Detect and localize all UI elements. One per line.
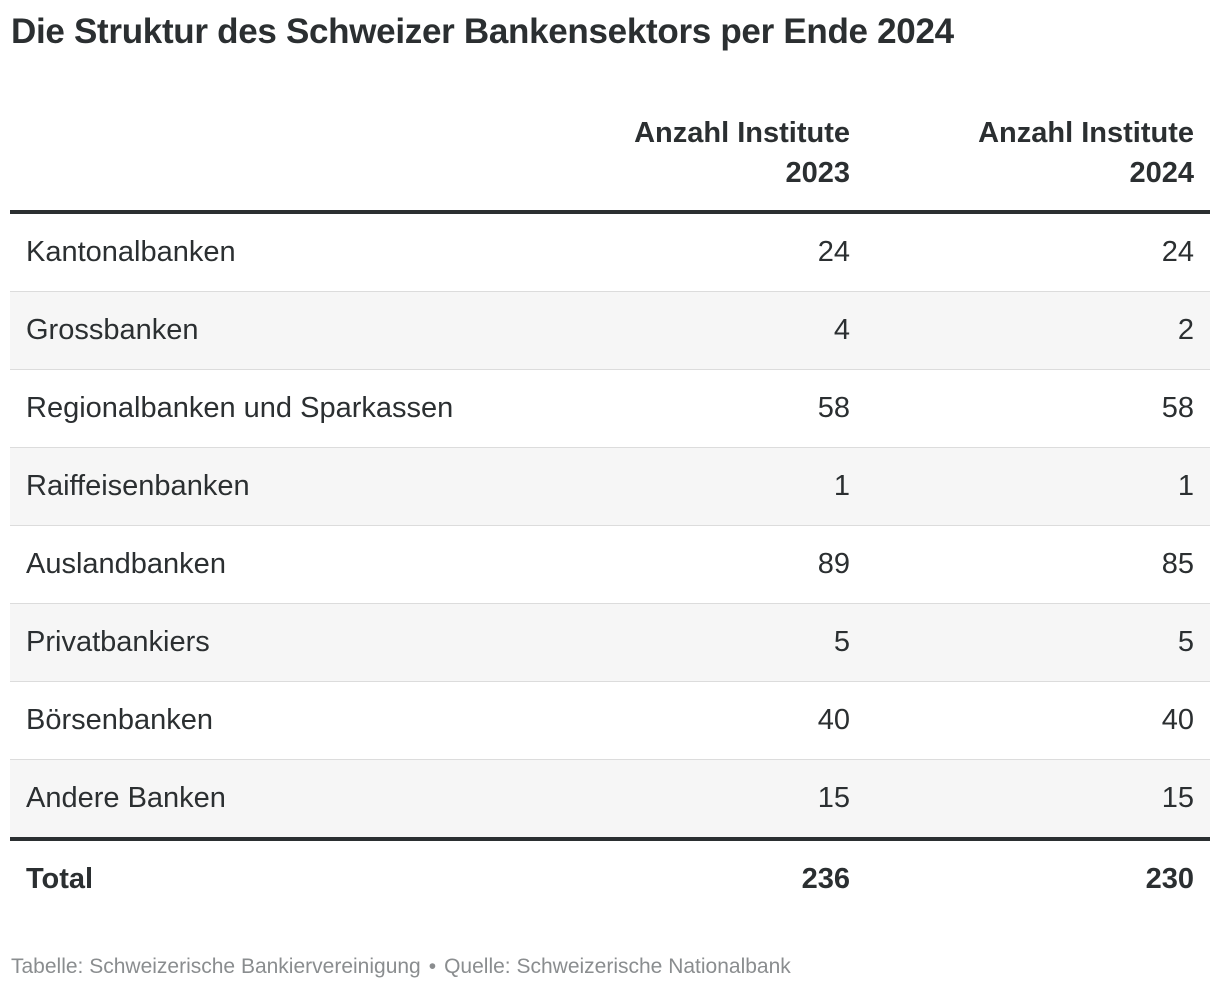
column-header-2024-line2: 2024 bbox=[1129, 157, 1194, 189]
table-title: Die Struktur des Schweizer Bankensektors… bbox=[11, 12, 954, 51]
column-header-2023-line2: 2023 bbox=[785, 157, 850, 189]
table-row: Grossbanken 4 2 bbox=[10, 292, 1210, 370]
separator-dot: • bbox=[428, 955, 437, 978]
row-value-2024: 24 bbox=[1161, 236, 1194, 268]
column-header-2023: Anzahl Institute 2023 bbox=[634, 113, 850, 193]
row-value-2023: 5 bbox=[833, 626, 850, 658]
column-header-2024: Anzahl Institute 2024 bbox=[978, 113, 1194, 193]
row-value-2024: 85 bbox=[1161, 548, 1194, 580]
row-value-2024: 58 bbox=[1161, 392, 1194, 424]
row-label: Börsenbanken bbox=[26, 704, 214, 736]
row-label: Regionalbanken und Sparkassen bbox=[26, 392, 454, 424]
table-header: Anzahl Institute 2023 Anzahl Institute 2… bbox=[10, 110, 1210, 214]
row-value-2023: 1 bbox=[833, 470, 850, 502]
row-value-2024: 1 bbox=[1177, 470, 1194, 502]
table-row: Raiffeisenbanken 1 1 bbox=[10, 448, 1210, 526]
table-body: Kantonalbanken 24 24 Grossbanken 4 2 Regionalb… bbox=[10, 214, 1210, 837]
row-value-2024: 5 bbox=[1177, 626, 1194, 658]
row-label: Kantonalbanken bbox=[26, 236, 236, 268]
row-label: Andere Banken bbox=[26, 782, 226, 814]
row-value-2023: 89 bbox=[817, 548, 850, 580]
data-source: Quelle: Schweizerische Nationalbank bbox=[444, 955, 791, 978]
row-label: Auslandbanken bbox=[26, 548, 226, 580]
table-row: Privatbankiers 5 5 bbox=[10, 604, 1210, 682]
table-credit: Tabelle: Schweizerische Bankiervereinigu… bbox=[11, 955, 421, 978]
total-value-2024: 230 bbox=[1145, 863, 1194, 895]
table-row: Regionalbanken und Sparkassen 58 58 bbox=[10, 370, 1210, 448]
row-label: Grossbanken bbox=[26, 314, 199, 346]
row-value-2024: 15 bbox=[1161, 782, 1194, 814]
column-header-2024-line1: Anzahl Institute bbox=[978, 117, 1194, 149]
total-row: Total 236 230 bbox=[10, 837, 1210, 917]
data-table: Anzahl Institute 2023 Anzahl Institute 2… bbox=[10, 110, 1210, 917]
table-row: Börsenbanken 40 40 bbox=[10, 682, 1210, 760]
row-label: Raiffeisenbanken bbox=[26, 470, 250, 502]
row-value-2023: 40 bbox=[817, 704, 850, 736]
row-value-2023: 15 bbox=[817, 782, 850, 814]
row-value-2024: 2 bbox=[1177, 314, 1194, 346]
row-value-2023: 24 bbox=[817, 236, 850, 268]
row-value-2023: 4 bbox=[833, 314, 850, 346]
row-value-2023: 58 bbox=[817, 392, 850, 424]
table-row: Andere Banken 15 15 bbox=[10, 760, 1210, 837]
row-value-2024: 40 bbox=[1161, 704, 1194, 736]
table-row: Auslandbanken 89 85 bbox=[10, 526, 1210, 604]
total-label: Total bbox=[26, 863, 94, 895]
row-label: Privatbankiers bbox=[26, 626, 210, 658]
table-row: Kantonalbanken 24 24 bbox=[10, 214, 1210, 292]
footer-credits: Tabelle: Schweizerische Bankiervereinigu… bbox=[11, 952, 791, 982]
total-value-2023: 236 bbox=[801, 863, 850, 895]
column-header-2023-line1: Anzahl Institute bbox=[634, 117, 850, 149]
